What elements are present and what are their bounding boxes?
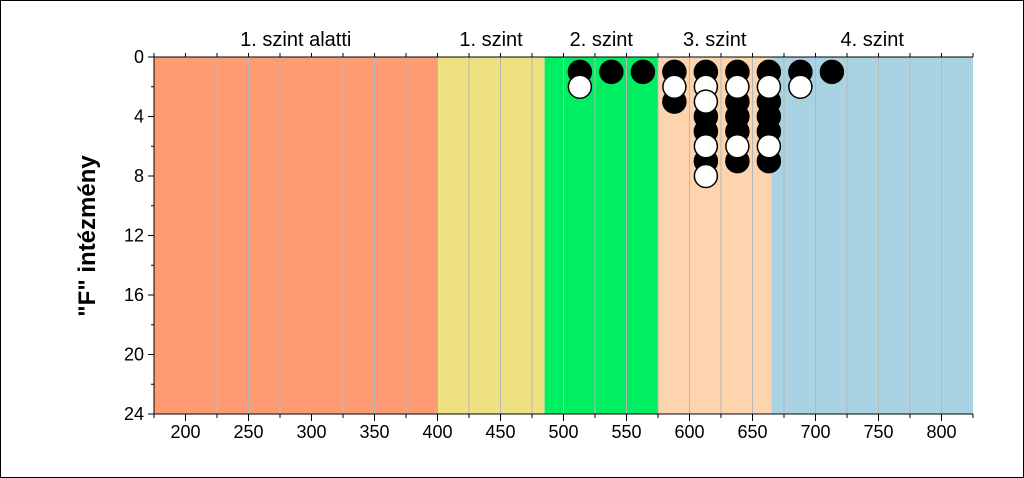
x-tick-label: 650 [737, 422, 767, 442]
hollow-point [693, 89, 719, 114]
x-tick-label: 250 [233, 422, 263, 442]
y-axis-title: "F" intézmény [74, 155, 101, 317]
axes: 200 250 300 350 400 450 500 550 600 650 700 750 800 0… [124, 47, 974, 442]
y-tick-label: 8 [134, 166, 144, 186]
hollow-point [788, 74, 813, 99]
x-tick-label: 350 [359, 422, 389, 442]
data-points [567, 59, 845, 189]
filled-point [599, 59, 624, 85]
level-band-3 [544, 57, 658, 414]
hollow-point [662, 74, 687, 99]
y-tick-label: 24 [124, 404, 144, 424]
hollow-point [693, 163, 719, 189]
y-tick-label: 0 [134, 47, 144, 67]
x-tick-label: 200 [170, 422, 200, 442]
x-tick-label: 700 [800, 422, 830, 442]
y-tick-label: 12 [124, 226, 144, 246]
x-tick-label: 600 [674, 422, 704, 442]
x-tick-label: 550 [611, 422, 641, 442]
level-band-2 [437, 57, 545, 414]
x-tick-label: 450 [485, 422, 515, 442]
filled-point [630, 59, 656, 85]
hollow-point [693, 134, 719, 159]
hollow-point [725, 74, 750, 99]
level-band-1 [154, 57, 438, 414]
x-tick-label: 400 [422, 422, 452, 442]
x-tick-label: 500 [548, 422, 578, 442]
level-band-label-2: 1. szint [459, 29, 523, 51]
hollow-point [756, 74, 782, 99]
y-tick-label: 4 [134, 107, 144, 127]
x-tick-label: 800 [926, 422, 956, 442]
hollow-point [725, 134, 750, 159]
filled-point [819, 59, 845, 85]
x-tick-label: 300 [296, 422, 326, 442]
level-band-label-3: 2. szint [570, 29, 634, 51]
level-band-label-1: 1. szint alatti [240, 29, 351, 51]
x-tick-label: 750 [863, 422, 893, 442]
hollow-point [567, 74, 593, 99]
level-band-label-5: 4. szint [841, 29, 905, 51]
vertical-gridlines [185, 57, 942, 414]
y-tick-label: 16 [124, 285, 144, 305]
level-band-5 [771, 57, 973, 414]
level-band-label-4: 3. szint [683, 29, 747, 51]
hollow-point [756, 134, 782, 159]
y-tick-label: 20 [124, 345, 144, 365]
level-band-labels: 1. szint alatti 1. szint 2. szint 3. szint 4… [240, 29, 904, 51]
